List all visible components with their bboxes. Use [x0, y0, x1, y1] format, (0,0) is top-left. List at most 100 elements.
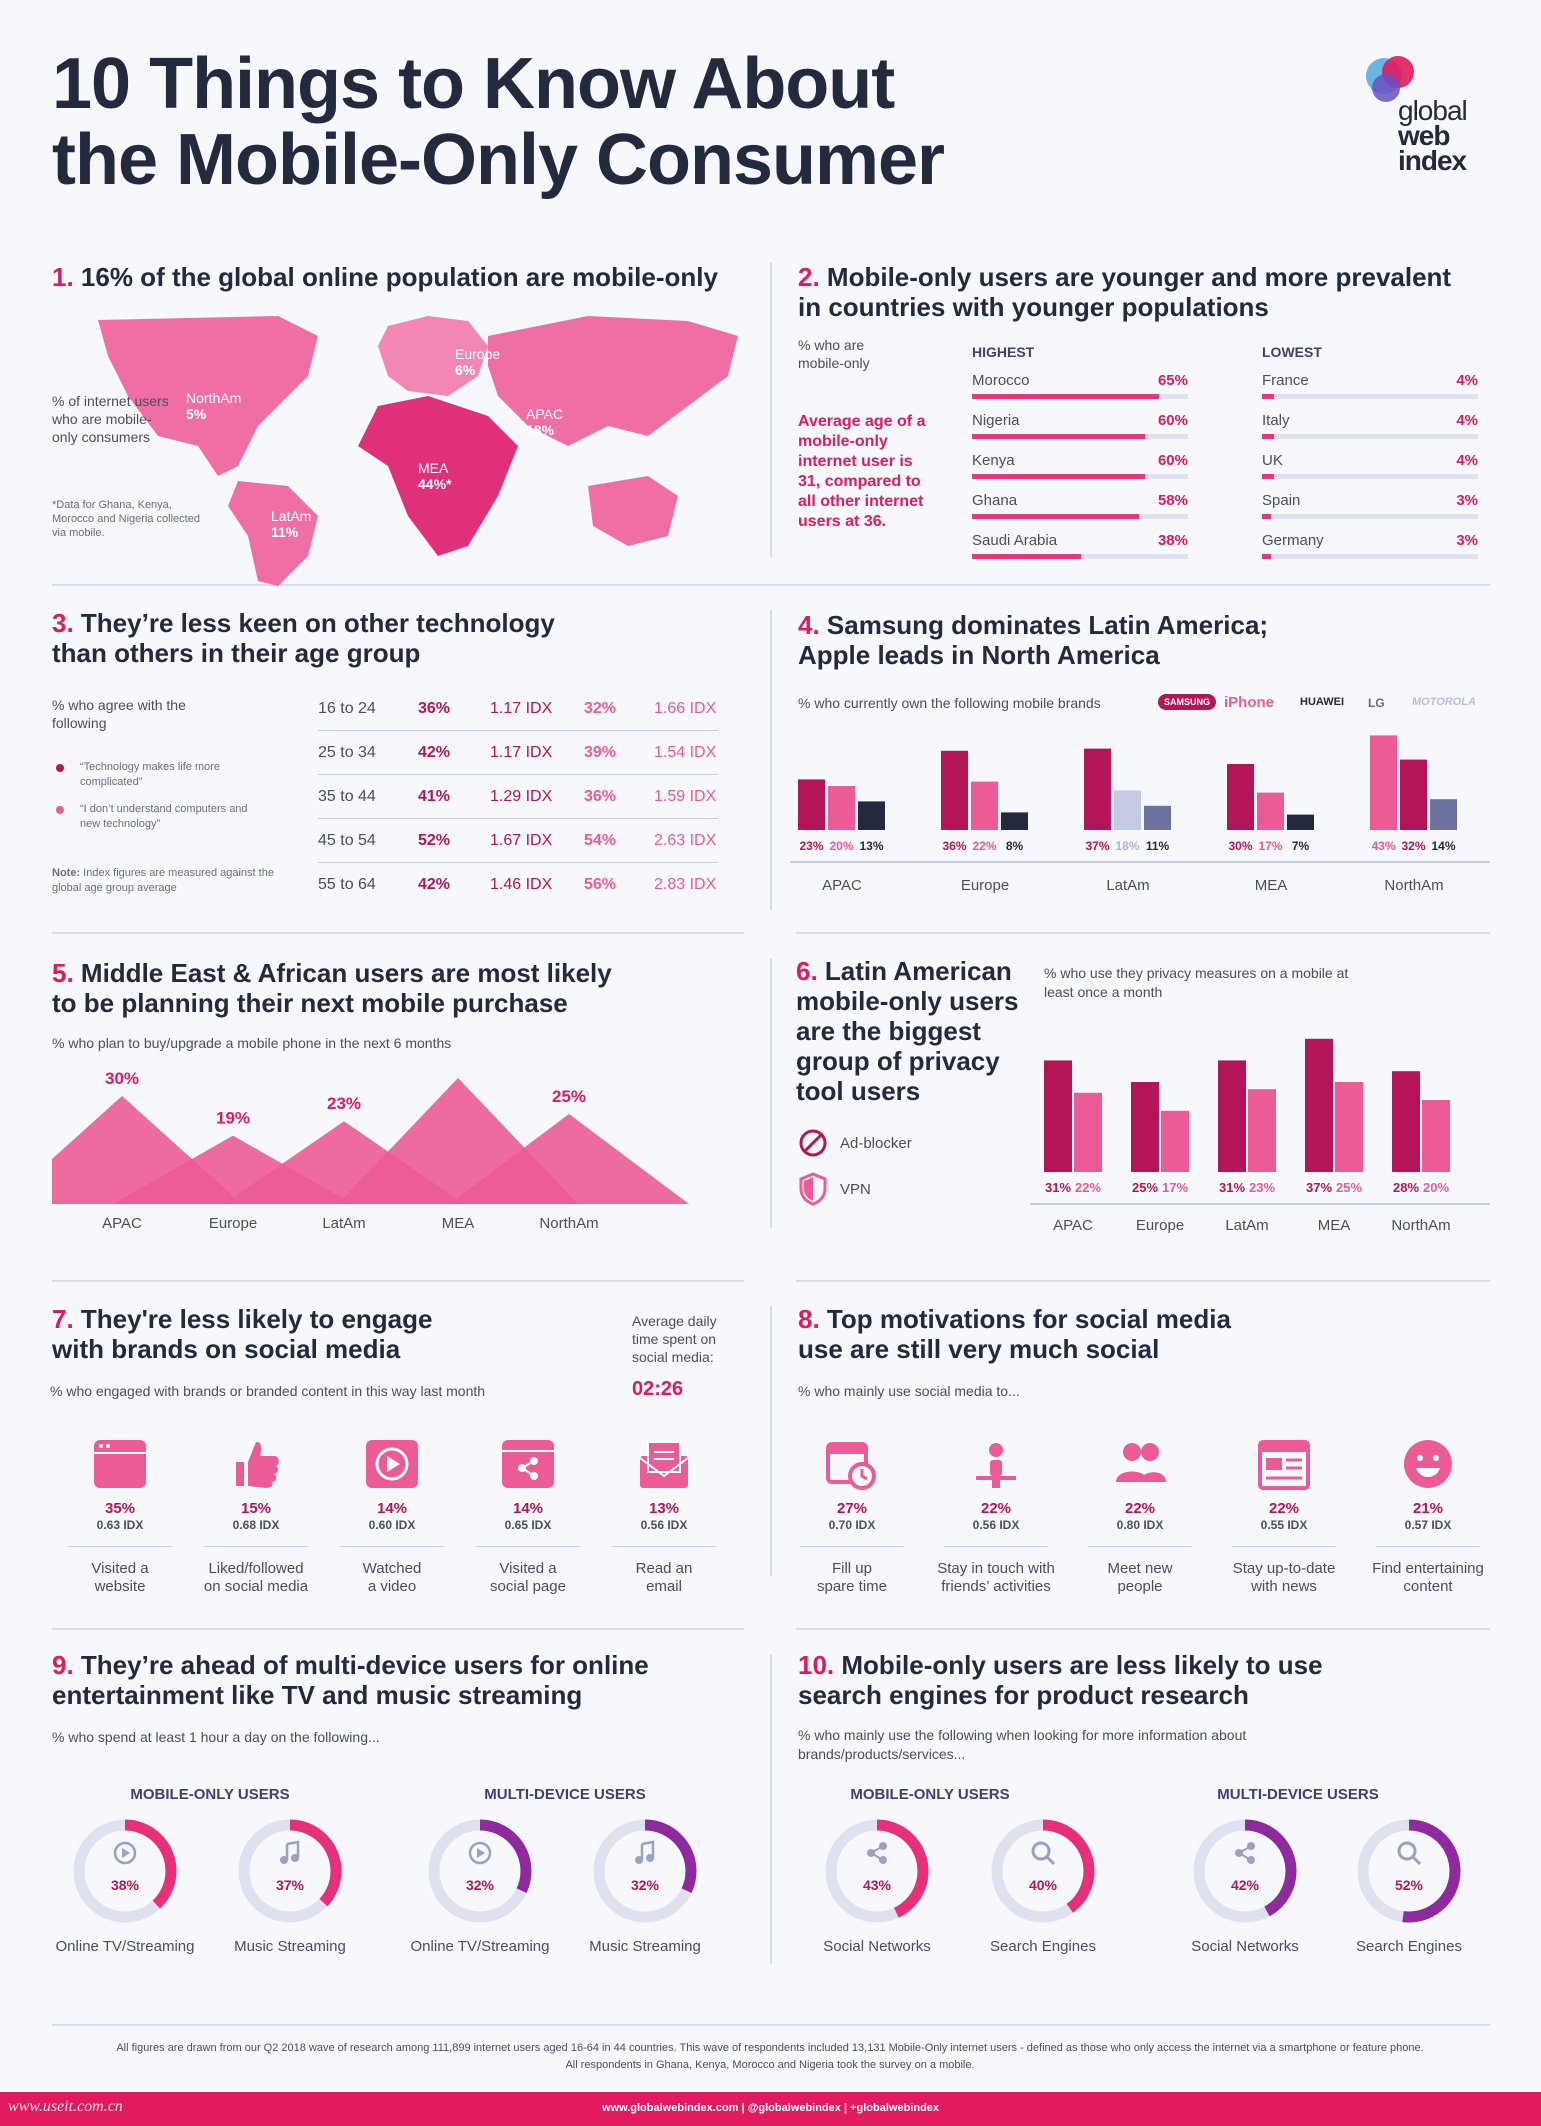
age-row: 16 to 24 36% 1.17 IDX 32% 1.66 IDX [318, 696, 718, 736]
smiley-icon [1404, 1440, 1452, 1488]
donut-item: 32% Music Streaming [560, 1816, 730, 1966]
s9-title-l2: entertainment like TV and music streamin… [52, 1680, 583, 1710]
privacy-category-label: MEA [1318, 1217, 1351, 1234]
region-mea-value: 44%* [418, 476, 452, 492]
map-apac [488, 316, 738, 446]
stat-percent: 14% [512, 1500, 544, 1517]
donut-chart: 42% [1193, 1819, 1297, 1923]
s6-number: 6. [796, 956, 818, 986]
s2-label: % who are mobile-only [798, 337, 870, 371]
privacy-bar [1305, 1038, 1333, 1172]
gwi-logo[interactable]: global web index [1358, 52, 1498, 182]
agree-a-idx-cell: 1.17 IDX [490, 744, 553, 761]
s6-title: 6. Latin American mobile-only users are … [796, 956, 1026, 1106]
donut-value: 43% [863, 1877, 892, 1893]
privacy-bar [1422, 1100, 1450, 1172]
s4-number: 4. [798, 610, 820, 640]
highest-track [972, 394, 1188, 399]
s7-items: 35% 0.63 IDX Visited a website 15% 0.68 IDX Li… [52, 1436, 732, 1606]
privacy-bar-label: 23% [1249, 1180, 1275, 1195]
agree-b-idx-cell: 1.59 IDX [654, 788, 717, 805]
purchase-value-label: 19% [216, 1109, 250, 1128]
brand-lg: LG [1368, 696, 1385, 710]
page-title: 10 Things to Know About the Mobile-Only … [52, 46, 1052, 198]
donut-value: 38% [111, 1877, 140, 1893]
brand-bar-label: 18% [1115, 839, 1139, 853]
donut-label: Social Networks [1191, 1938, 1299, 1955]
donut-item: 40% Search Engines [958, 1816, 1128, 1966]
privacy-bar-label: 17% [1162, 1180, 1188, 1195]
title-line-1: 10 Things to Know About [52, 44, 895, 124]
brand-bar-label: 8% [1006, 839, 1024, 853]
stat-index: 0.60 IDX [368, 1518, 416, 1532]
s6-title-l1: Latin American [824, 956, 1012, 986]
lowest-row: UK 4% [1262, 452, 1478, 486]
footer-links[interactable]: www.globalwebindex.com | @globalwebindex… [601, 2102, 940, 2114]
donut-arc [593, 1819, 697, 1923]
brand-bar [941, 750, 968, 830]
divider-h3a [52, 1280, 744, 1282]
brand-huawei: HUAWEI [1300, 696, 1344, 708]
s9-donuts: 38% Online TV/Streaming 37% Music Streaming… [40, 1816, 740, 1966]
donut-value: 52% [1395, 1877, 1424, 1893]
age-cell: 35 to 44 [318, 788, 376, 805]
s6-title-l2: mobile-only users [796, 986, 1019, 1016]
play-icon [113, 1841, 137, 1865]
divider-v4 [770, 1306, 772, 1576]
highest-row: Kenya 60% [972, 452, 1188, 486]
s9-label: % who spend at least 1 hour a day on the… [52, 1729, 380, 1745]
stat-index: 0.70 IDX [828, 1518, 876, 1532]
divider-v2 [770, 610, 772, 910]
agree-b-cell: 56% [584, 876, 617, 893]
highest-track [972, 514, 1188, 519]
donut-arc [1357, 1819, 1461, 1923]
highest-fill [972, 434, 1145, 439]
purchase-category-label: Europe [209, 1215, 257, 1232]
row-divider [318, 862, 718, 863]
s6-title-l3: are the biggest [796, 1016, 981, 1046]
stat-item: 22% 0.56 IDX Stay in touch with friends’ ac… [924, 1436, 1068, 1606]
age-row: 25 to 34 42% 1.17 IDX 39% 1.54 IDX [318, 740, 718, 780]
s8-items: 27% 0.70 IDX Fill up spare time 22% 0.56 IDX S… [780, 1436, 1500, 1606]
lowest-value: 4% [1456, 372, 1478, 389]
stat-percent: 22% [1124, 1500, 1156, 1517]
agree-b-cell: 32% [584, 700, 617, 717]
s9-group-a: MOBILE-ONLY USERS [130, 1786, 290, 1803]
brand-bar-label: 32% [1401, 839, 1425, 853]
divider-h4b [796, 1628, 1490, 1630]
divider-footer [52, 2024, 1490, 2026]
stat-percent: 27% [836, 1500, 868, 1517]
highest-row: Nigeria 60% [972, 412, 1188, 446]
s5-title-l2: to be planning their next mobile purchas… [52, 988, 568, 1018]
lowest-row: Germany 3% [1262, 532, 1478, 566]
s6-legend-a-text: Ad-blocker [840, 1135, 912, 1152]
s3-legend-1: “Technology makes life more complicated” [52, 760, 262, 790]
brand-bar-label: 37% [1085, 839, 1109, 853]
brand-bar [1084, 748, 1111, 830]
watermark: www.useit.com.cn [8, 2098, 123, 2115]
stat-label: Read an email [635, 1560, 693, 1595]
highest-fill [972, 474, 1145, 479]
agree-b-idx-cell: 1.54 IDX [654, 744, 717, 761]
age-row: 55 to 64 42% 1.46 IDX 56% 2.83 IDX [318, 872, 718, 912]
purchase-category-label: NorthAm [539, 1215, 598, 1232]
s1-title-text: 16% of the global online population are … [80, 262, 718, 292]
s3-label: % who agree with the following [52, 697, 186, 731]
lowest-fill [1262, 434, 1274, 439]
highest-fill [972, 394, 1160, 399]
donut-value: 32% [631, 1877, 660, 1893]
region-europe-value: 6% [455, 362, 476, 378]
block-icon [799, 1129, 827, 1157]
map-europe [378, 316, 488, 396]
s4-brand-legend: SAMSUNG iPhone HUAWEI LG MOTOROLA [1158, 694, 1488, 714]
brand-bar [971, 781, 998, 830]
s6-legend-adblocker: Ad-blocker [798, 1128, 998, 1158]
highest-row: Ghana 58% [972, 492, 1188, 526]
donut-label: Music Streaming [234, 1938, 346, 1955]
s7-label: % who engaged with brands or branded con… [50, 1383, 486, 1399]
agree-b-idx-cell: 2.63 IDX [654, 832, 717, 849]
donut-label: Search Engines [1356, 1938, 1462, 1955]
s6-title-l4: group of privacy [796, 1046, 1000, 1076]
stat-index: 0.55 IDX [1260, 1518, 1308, 1532]
brand-category-label: Europe [961, 877, 1009, 894]
